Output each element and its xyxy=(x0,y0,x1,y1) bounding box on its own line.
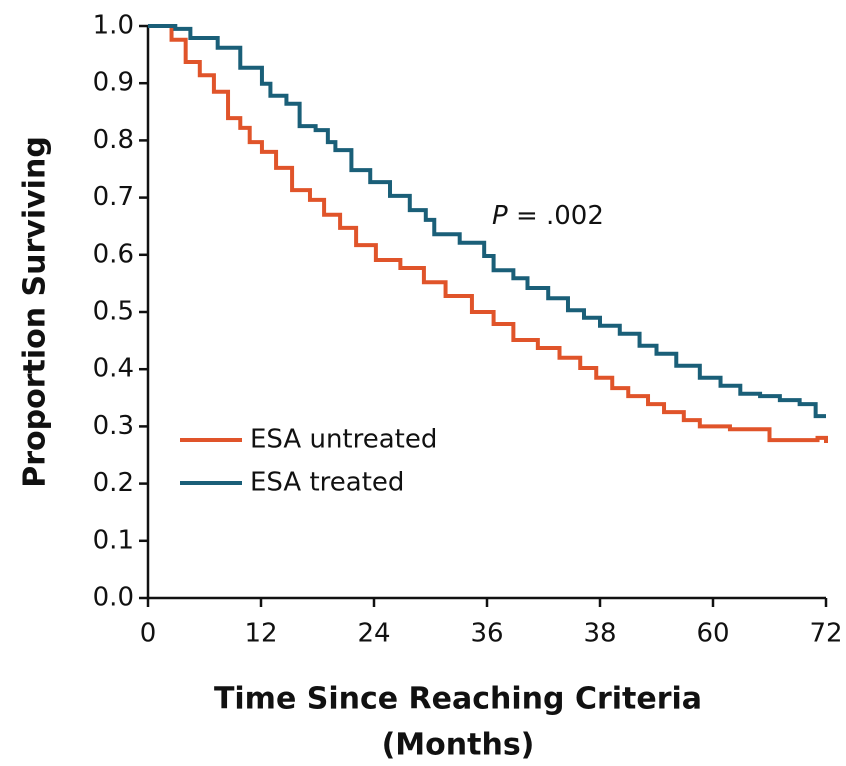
x-tick-label: 12 xyxy=(244,619,277,649)
y-tick-label: 0.5 xyxy=(93,297,134,327)
survival-curve xyxy=(148,24,828,443)
annotation-p: P xyxy=(492,201,508,231)
x-tick-label: 72 xyxy=(809,619,842,649)
x-axis-label: Time Since Reaching Criteria xyxy=(214,682,702,717)
y-tick-label: 0.1 xyxy=(93,525,134,555)
annotation-value: = .002 xyxy=(508,201,604,231)
x-tick-label: 24 xyxy=(357,619,390,649)
x-axis-label: (Months) xyxy=(382,728,535,763)
survival-curve xyxy=(148,24,826,419)
y-tick-label: 0.4 xyxy=(93,354,134,384)
y-tick-label: 1.0 xyxy=(93,11,134,41)
y-tick-label: 0.8 xyxy=(93,125,134,155)
x-tick-label: 0 xyxy=(140,619,157,649)
x-tick-label: 60 xyxy=(696,619,729,649)
y-tick-label: 0.0 xyxy=(93,583,134,613)
y-tick-label: 0.2 xyxy=(93,468,134,498)
y-tick-label: 0.6 xyxy=(93,239,134,269)
y-tick-label: 0.9 xyxy=(93,68,134,98)
y-tick-label: 0.3 xyxy=(93,411,134,441)
annotation: P = .002 xyxy=(492,201,604,231)
x-tick-label: 36 xyxy=(470,619,503,649)
legend-label: ESA untreated xyxy=(250,425,437,455)
y-axis-label: Proportion Surviving xyxy=(18,136,53,488)
legend-label: ESA treated xyxy=(250,468,404,498)
x-tick-label: 38 xyxy=(583,619,616,649)
y-tick-label: 0.7 xyxy=(93,182,134,212)
